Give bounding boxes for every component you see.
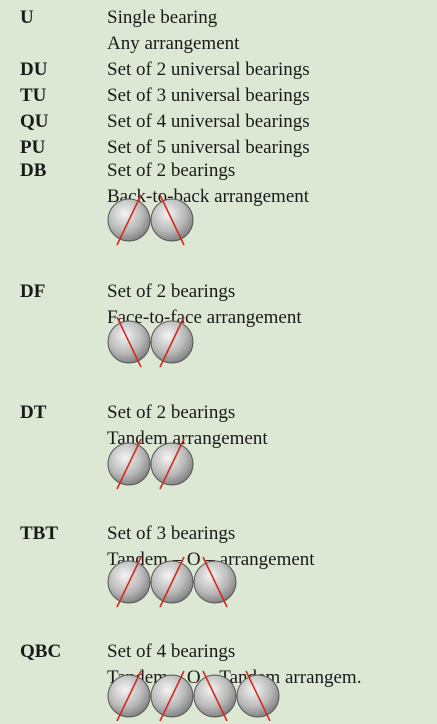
description: Back-to-back arrangement (107, 186, 310, 207)
contact-line (159, 438, 185, 490)
description: Set of 3 universal bearings (107, 85, 310, 106)
contact-line (159, 194, 185, 246)
code: PU (20, 137, 46, 158)
description: Single bearing (107, 7, 218, 28)
contact-line (116, 670, 142, 722)
description: Set of 5 universal bearings (107, 137, 310, 158)
description: Set of 2 universal bearings (107, 59, 310, 80)
contact-line (116, 438, 142, 490)
description: Set of 2 bearings (107, 281, 236, 302)
description: Set of 2 bearings (107, 402, 236, 423)
description: Face-to-face arrangement (107, 307, 302, 328)
code: DT (20, 402, 47, 423)
description: Set of 4 universal bearings (107, 111, 310, 132)
contact-line (159, 670, 185, 722)
description: Set of 3 bearings (107, 523, 236, 544)
description: Tandem arrangement (107, 428, 268, 449)
description: Set of 4 bearings (107, 641, 236, 662)
contact-line (245, 670, 271, 722)
contact-line (116, 194, 142, 246)
contact-line (159, 316, 185, 368)
description: Tandem – O – arrangement (107, 549, 315, 570)
contact-line (116, 316, 142, 368)
bearing-icons (107, 194, 194, 246)
code: QBC (20, 641, 62, 662)
contact-line (202, 670, 228, 722)
contact-line (202, 556, 228, 608)
description: Set of 2 bearings (107, 160, 236, 181)
code: DF (20, 281, 46, 302)
bearing-icons (107, 556, 237, 608)
code: TU (20, 85, 47, 106)
description: Any arrangement (107, 33, 240, 54)
code: U (20, 7, 34, 28)
code: DU (20, 59, 48, 80)
bearing-icons (107, 316, 194, 368)
code: DB (20, 160, 47, 181)
bearing-icons (107, 670, 280, 722)
code: QU (20, 111, 49, 132)
contact-line (116, 556, 142, 608)
bearing-icons (107, 438, 194, 490)
contact-line (159, 556, 185, 608)
code: TBT (20, 523, 59, 544)
